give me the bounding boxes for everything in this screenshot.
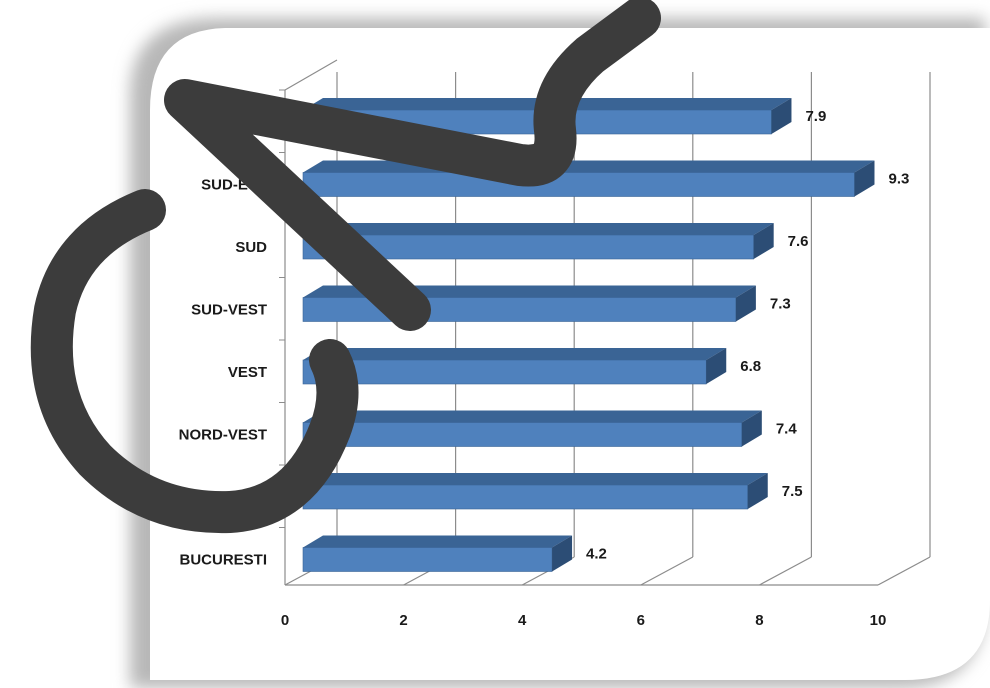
floor-gridline — [877, 556, 931, 586]
bar-top — [303, 473, 768, 485]
bar-top — [303, 160, 875, 173]
bar — [302, 484, 749, 510]
value-label: 9.3 — [888, 171, 909, 188]
bar-top — [303, 348, 727, 360]
bar-side — [747, 473, 768, 509]
watermark-stroke-n — [164, 0, 661, 331]
value-label: 4.2 — [586, 546, 607, 563]
bar — [302, 547, 553, 572]
value-label: 7.4 — [776, 421, 798, 438]
value-label: 7.3 — [770, 296, 791, 313]
x-tick-label: 6 — [637, 612, 645, 629]
bar-side — [552, 535, 573, 572]
floor-gridline — [759, 556, 812, 586]
watermark-logo — [30, 0, 661, 534]
value-label: 6.8 — [740, 358, 761, 375]
value-label: 7.6 — [788, 233, 809, 250]
category-label: SUD-VEST — [191, 302, 267, 319]
x-tick-label: 2 — [399, 612, 407, 629]
bar-top — [303, 410, 762, 423]
x-tick-label: 0 — [281, 612, 289, 629]
category-label: VEST — [228, 364, 267, 381]
category-label: NORD-VEST — [179, 427, 267, 444]
bar-side — [753, 223, 774, 259]
bar-side — [735, 285, 756, 322]
watermark-stroke-c — [30, 189, 359, 534]
x-tick-label: 8 — [755, 612, 763, 629]
bar-top — [303, 223, 774, 235]
category-label: BUCURESTI — [179, 552, 267, 569]
bar — [302, 297, 737, 322]
bar-side — [741, 410, 762, 447]
value-label: 7.9 — [805, 108, 826, 125]
category-label: SUD — [235, 239, 267, 256]
value-label: 7.5 — [782, 483, 803, 500]
bar — [302, 359, 707, 385]
bar — [302, 172, 855, 197]
x-tick-label: 10 — [870, 612, 887, 629]
bar-top — [303, 535, 573, 548]
floor-gridline — [640, 556, 694, 586]
x-tick-label: 4 — [518, 612, 527, 629]
bar — [302, 422, 743, 447]
bar-side — [771, 98, 792, 134]
bar-side — [706, 348, 727, 384]
y-axis-top-edge — [284, 59, 338, 91]
bar-side — [854, 160, 875, 197]
